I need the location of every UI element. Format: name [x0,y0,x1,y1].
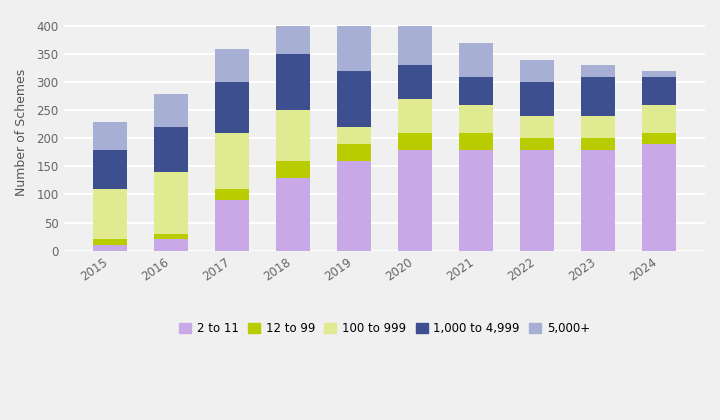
Bar [154,234,188,239]
Bar [154,94,188,127]
Bar [154,127,188,172]
Bar [642,71,676,77]
Bar [94,245,127,251]
Bar [459,77,493,105]
Bar [459,150,493,251]
Bar [521,82,554,116]
Bar [521,60,554,82]
Bar [215,189,249,200]
Bar [337,144,371,161]
Bar [215,200,249,251]
Y-axis label: Number of Schemes: Number of Schemes [15,69,28,197]
Bar [521,116,554,139]
Bar [459,105,493,133]
Bar [642,133,676,144]
Bar [276,54,310,110]
Bar [459,133,493,150]
Bar [276,110,310,161]
Bar [521,150,554,251]
Bar [276,26,310,54]
Bar [215,133,249,189]
Bar [276,161,310,178]
Bar [94,189,127,239]
Bar [521,139,554,150]
Bar [154,172,188,234]
Bar [215,49,249,82]
Bar [581,116,615,139]
Bar [581,139,615,150]
Bar [581,66,615,77]
Bar [94,121,127,150]
Bar [94,239,127,245]
Bar [398,99,432,133]
Bar [215,82,249,133]
Bar [154,239,188,251]
Bar [642,144,676,251]
Bar [337,161,371,251]
Bar [398,133,432,150]
Bar [642,77,676,105]
Bar [337,26,371,71]
Bar [581,150,615,251]
Bar [398,26,432,66]
Bar [642,105,676,133]
Bar [581,77,615,116]
Bar [276,178,310,251]
Bar [337,71,371,127]
Bar [398,66,432,99]
Bar [398,150,432,251]
Bar [94,150,127,189]
Legend: 2 to 11, 12 to 99, 100 to 999, 1,000 to 4,999, 5,000+: 2 to 11, 12 to 99, 100 to 999, 1,000 to … [174,318,595,340]
Bar [337,127,371,144]
Bar [459,43,493,77]
